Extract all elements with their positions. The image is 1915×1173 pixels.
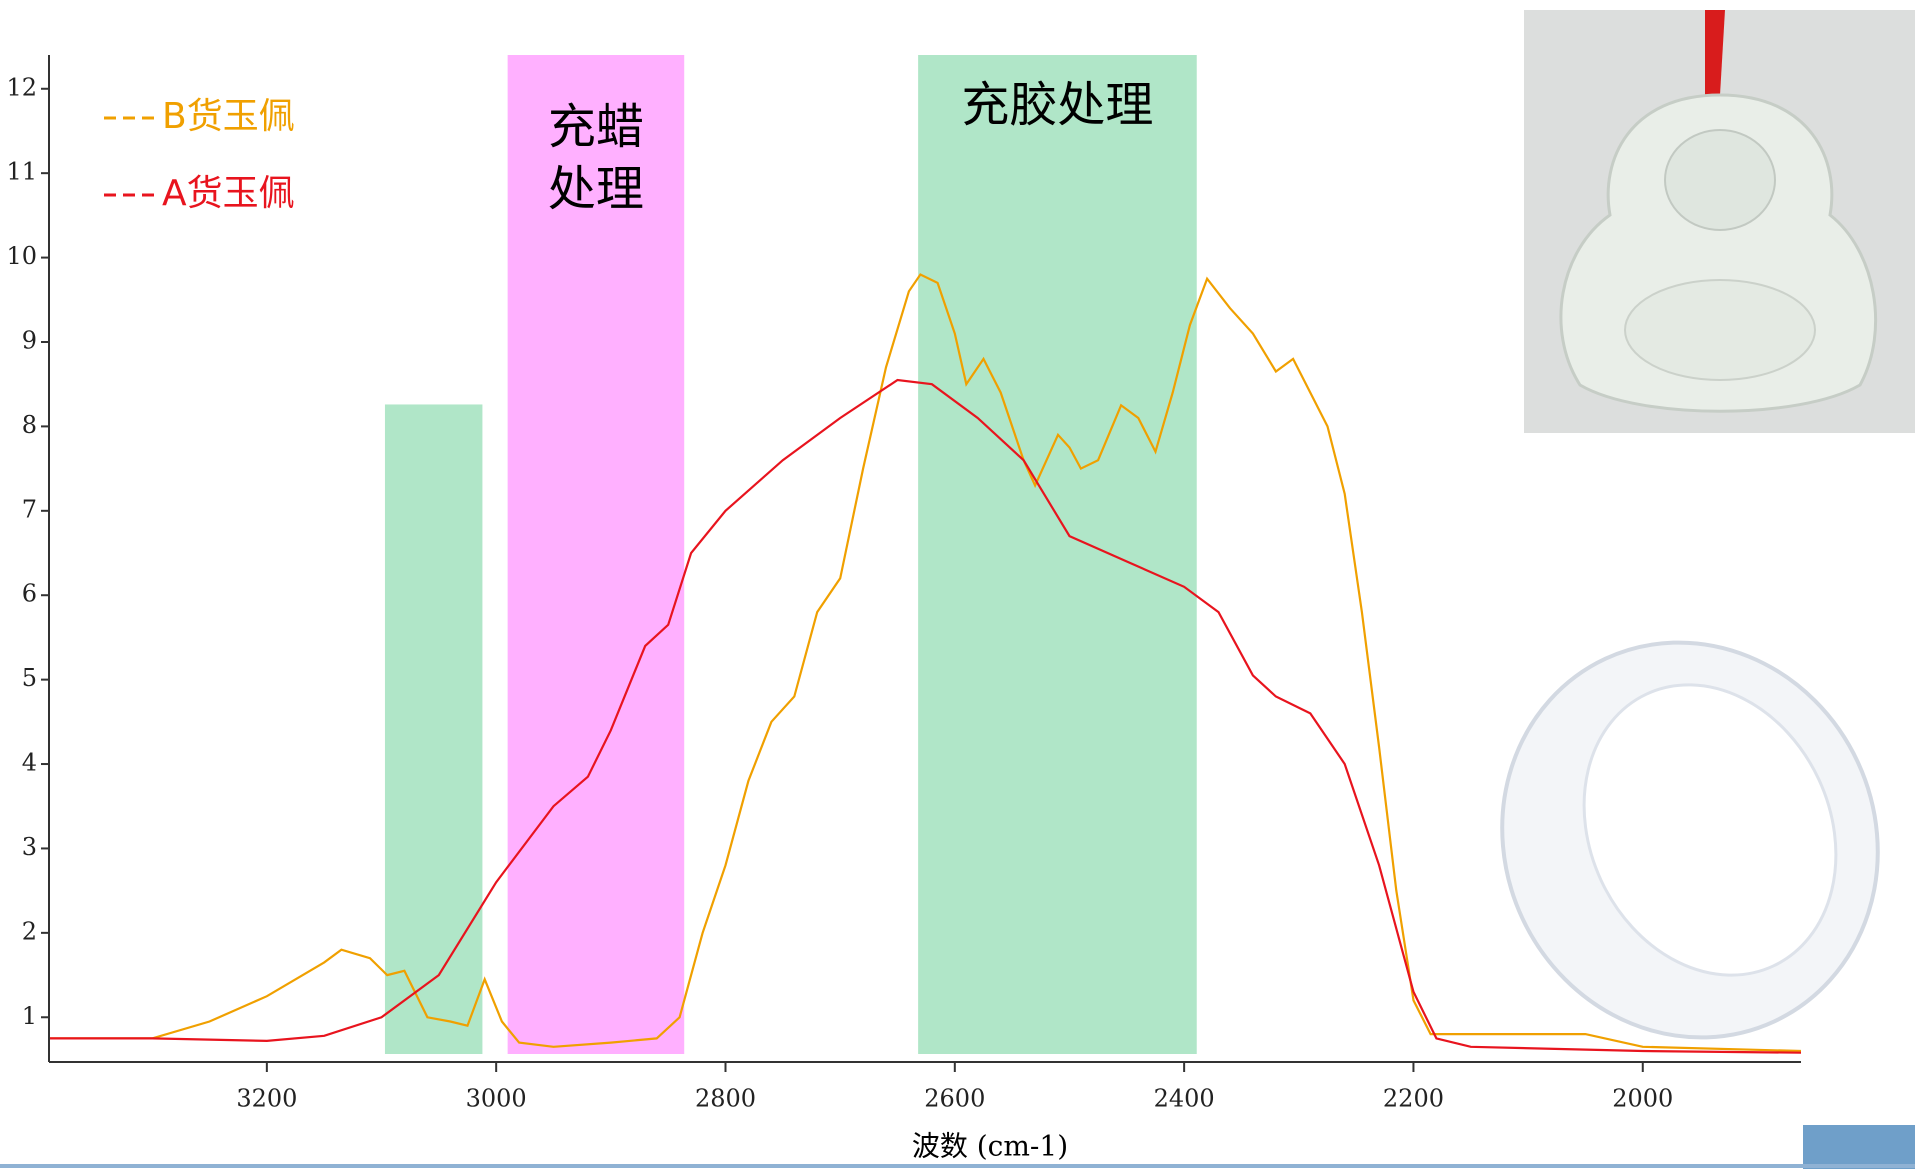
- y-tick-label: 6: [22, 580, 37, 608]
- band-label: 充蜡: [548, 99, 644, 155]
- x-tick-label: 2600: [924, 1085, 985, 1113]
- y-tick-label: 10: [6, 242, 37, 270]
- y-tick-label: 4: [22, 749, 37, 777]
- highlight-band: [918, 55, 1197, 1054]
- x-tick-label: 2400: [1154, 1085, 1215, 1113]
- series-line: [49, 378, 1802, 1054]
- decor-strip: [1803, 1125, 1915, 1169]
- y-tick-label: 5: [22, 664, 37, 692]
- y-tick-label: 3: [22, 833, 37, 861]
- band-label: 处理: [548, 161, 644, 217]
- x-tick-label: 2000: [1612, 1085, 1673, 1113]
- highlight-band: [384, 404, 483, 1054]
- pendant-photo: [1524, 10, 1915, 433]
- series-line: [49, 273, 1802, 1053]
- x-tick-label: 3200: [236, 1085, 297, 1113]
- y-tick-label: 12: [6, 73, 37, 101]
- band-label: 充胶处理: [961, 77, 1153, 133]
- x-tick-label: 3000: [466, 1085, 527, 1113]
- y-tick-label: 8: [22, 411, 37, 439]
- y-tick-label: 1: [22, 1002, 37, 1030]
- y-tick-label: 2: [22, 917, 37, 945]
- x-tick-label: 2200: [1383, 1085, 1444, 1113]
- legend-label: B货玉佩: [162, 96, 295, 137]
- legend-label: A货玉佩: [162, 173, 295, 214]
- x-axis-label: 波数 (cm-1): [912, 1130, 1068, 1163]
- y-tick-label: 9: [22, 326, 37, 354]
- highlight-band: [507, 55, 685, 1054]
- bangle-photo: [1500, 640, 1880, 1040]
- y-tick-label: 7: [22, 495, 37, 523]
- x-tick-label: 2800: [695, 1085, 756, 1113]
- y-tick-label: 11: [6, 158, 37, 186]
